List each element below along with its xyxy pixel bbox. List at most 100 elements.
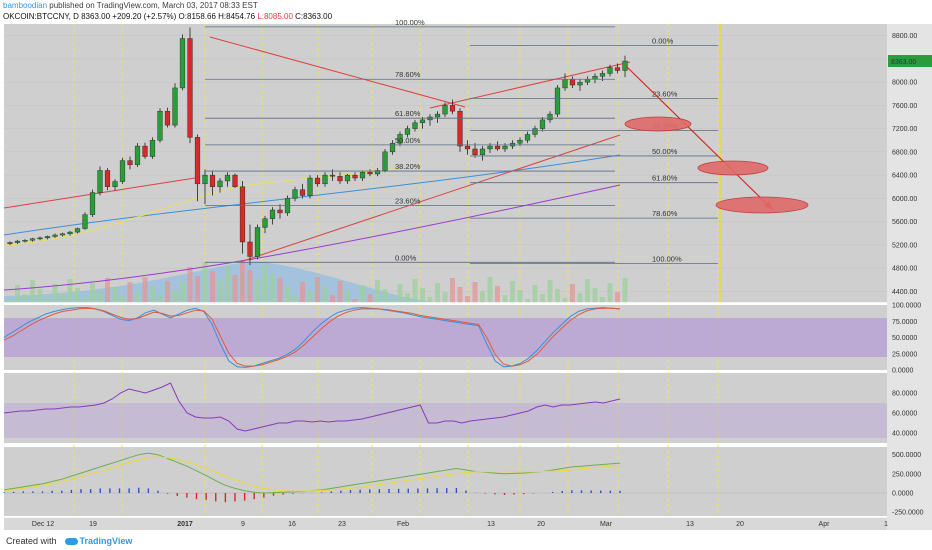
volume-bar [585, 279, 590, 303]
rsi-line [3, 382, 621, 432]
volume-bar [517, 290, 523, 303]
stoch-tick-label: 100.0000 [892, 303, 921, 310]
candle-body [337, 176, 343, 182]
volume-bar [187, 267, 193, 303]
last-price-badge [888, 55, 932, 68]
volume-bar [352, 299, 358, 303]
fib-level-label: 78.60% [395, 70, 421, 79]
candle-body [622, 60, 628, 71]
candle-body [104, 170, 111, 187]
candle-body [457, 110, 463, 147]
candle-body [472, 148, 478, 155]
symbol-header: OKCOIN:BTCCNY, D 8363.00 +209.20 (+2.57%… [0, 11, 932, 23]
price-change: +209.20 (+2.57%) [112, 12, 177, 21]
publish-info: published on TradingView.com, March 03, … [49, 1, 258, 10]
author-link[interactable]: bamboodian [3, 1, 48, 10]
volume-bar [577, 293, 583, 303]
target-zone-ellipse [624, 116, 692, 132]
volume-bar [592, 288, 598, 303]
volume-bar [202, 262, 208, 303]
candle-body [442, 105, 448, 115]
candle-body [29, 238, 36, 241]
candle-body [434, 113, 441, 118]
candle-body [232, 174, 238, 187]
volume-bar [412, 279, 418, 303]
price-tick-label: 8800.00 [892, 33, 917, 40]
volume-bar [157, 295, 163, 303]
candle-body [142, 145, 148, 157]
volume-bar [330, 295, 335, 303]
volume-bar [135, 291, 140, 303]
volume-bar [172, 290, 178, 303]
candle-body [389, 142, 396, 153]
candle-body [314, 177, 321, 185]
rsi-tick-label: 60.0000 [892, 411, 917, 418]
candle-body [367, 172, 373, 175]
tradingview-brand[interactable]: TradingView [79, 536, 133, 546]
volume-bar [180, 281, 185, 303]
stoch-tick-label: 0.0000 [892, 368, 914, 375]
candle-body [112, 181, 118, 187]
candle-body [292, 189, 298, 199]
candle-body [254, 227, 261, 257]
candle-body [592, 76, 598, 80]
candle-body [614, 67, 621, 71]
volume-bar [82, 297, 88, 303]
candle-body [607, 67, 613, 74]
candle-body [224, 174, 231, 182]
candle-body [344, 174, 351, 182]
candle-body [547, 113, 553, 121]
price-tick-label: 6000.00 [892, 196, 917, 203]
candle-body [322, 174, 328, 185]
date-tick-label: 1 [884, 521, 888, 528]
candle-body [74, 228, 81, 233]
stoch-tick-label: 25.0000 [892, 351, 917, 358]
fib-level-label-right: 23.60% [652, 89, 678, 98]
high-value: H:8454.76 [218, 12, 256, 21]
volume-bar [405, 293, 410, 303]
macd-signal-line [3, 456, 621, 492]
price-tick-label: 6400.00 [892, 173, 917, 180]
macd-tick-label: 500.0000 [892, 452, 921, 459]
price-tick-label: 8000.00 [892, 80, 917, 87]
candle-body [67, 231, 73, 235]
date-tick-label: 20 [537, 521, 545, 528]
volume-bar [22, 294, 28, 303]
candle-body [554, 87, 561, 115]
candle-body [329, 174, 336, 177]
fib-level-label-right: 0.00% [652, 37, 674, 46]
fib-level-label-right: 78.60% [652, 209, 678, 218]
channel-top [429, 61, 631, 109]
candle-body [599, 73, 606, 77]
fib-level-label-right: 61.80% [652, 174, 678, 183]
candle-body [82, 214, 88, 229]
projection-arrow [625, 65, 774, 211]
date-tick-label: Dec 12 [32, 521, 54, 528]
volume-bar [210, 271, 215, 303]
volume-bar [120, 296, 125, 303]
stoch-band [4, 318, 887, 357]
fib-level-label: 38.20% [395, 162, 421, 171]
candle-body [404, 128, 411, 135]
volume-bar [105, 278, 110, 303]
candle-body [352, 174, 358, 179]
volume-bar [112, 287, 118, 303]
volume-bar [472, 282, 478, 303]
volume-bar [142, 277, 148, 303]
candle-body [7, 242, 13, 244]
candle-body [487, 145, 493, 150]
candle-body [22, 240, 28, 242]
volume-bar [547, 280, 553, 303]
price-axis-background [887, 24, 932, 530]
candle-body [569, 79, 576, 86]
candle-body [157, 110, 163, 141]
rsi-tick-label: 80.0000 [892, 391, 917, 398]
macd-tick-label: 0.0000 [892, 491, 914, 498]
candle-body [562, 79, 568, 89]
volume-bar [510, 281, 515, 303]
rsi-pane-background [4, 373, 887, 443]
volume-bar [225, 266, 230, 303]
price-tick-label: 4800.00 [892, 266, 917, 273]
macd-tick-label: -250.0000 [892, 510, 924, 517]
